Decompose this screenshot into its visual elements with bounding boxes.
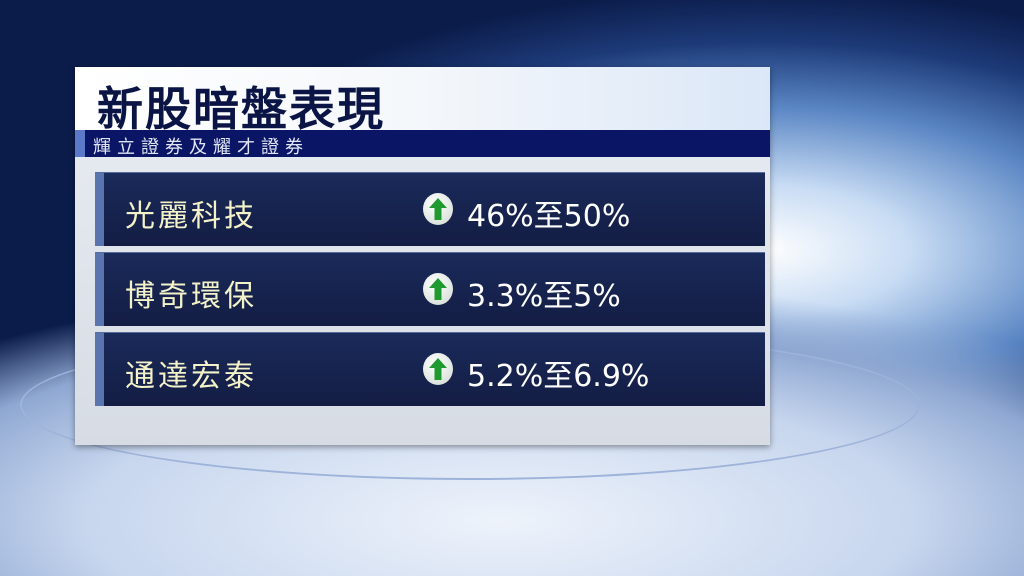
up-arrow-icon — [423, 193, 453, 225]
row-strip — [95, 173, 104, 246]
stock-name: 光麗科技 — [125, 199, 257, 234]
stock-row: 博奇環保 3.3%至5% — [95, 252, 765, 326]
up-arrow-icon — [423, 273, 453, 305]
title-box: 新股暗盤表現 — [75, 67, 770, 136]
stock-change: 5.2%至6.9% — [467, 359, 650, 394]
row-strip — [95, 333, 104, 406]
panel-subtitle: 輝立證券及耀才證券 — [93, 137, 309, 158]
stock-name: 通達宏泰 — [125, 359, 257, 394]
info-panel: 新股暗盤表現 輝立證券及耀才證券 光麗科技 46%至50% 博奇環保 3.3%至… — [75, 67, 770, 445]
row-strip — [95, 253, 104, 326]
panel-title: 新股暗盤表現 — [97, 82, 385, 136]
stock-change: 46%至50% — [467, 199, 631, 234]
stock-row: 光麗科技 46%至50% — [95, 172, 765, 246]
up-arrow-icon — [423, 353, 453, 385]
subtitle-accent — [75, 130, 85, 157]
stock-row: 通達宏泰 5.2%至6.9% — [95, 332, 765, 406]
stock-name: 博奇環保 — [125, 279, 257, 314]
subtitle-bar: 輝立證券及耀才證券 — [75, 130, 770, 158]
stock-change: 3.3%至5% — [467, 279, 621, 314]
